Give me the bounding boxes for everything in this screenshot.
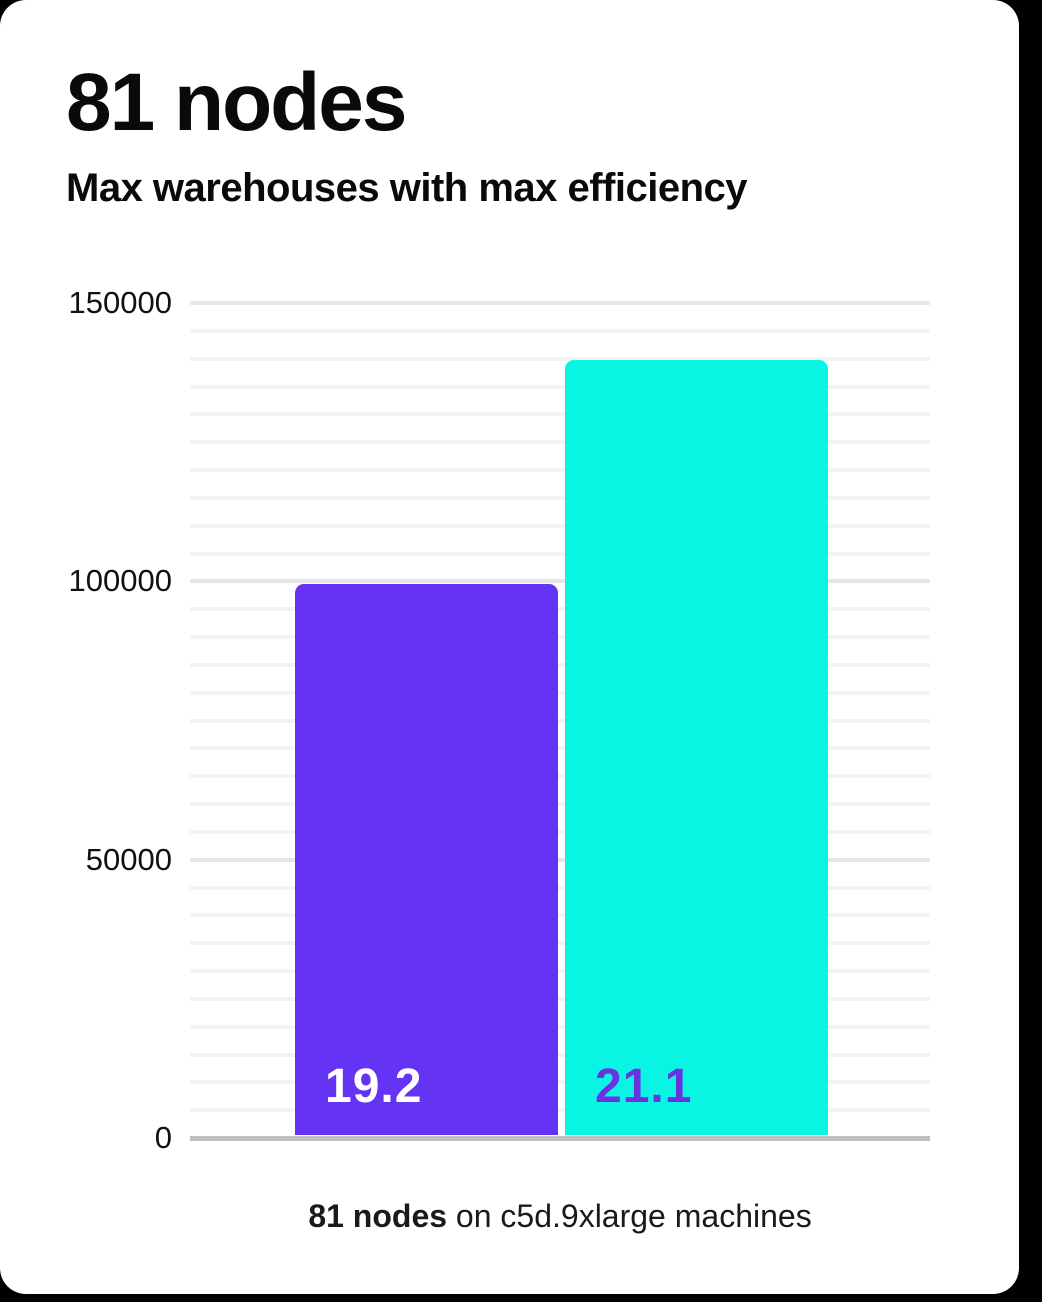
- minor-gridline: [190, 523, 930, 528]
- major-gridline: [190, 857, 930, 862]
- minor-gridline: [190, 356, 930, 361]
- major-gridline: [190, 301, 930, 305]
- minor-gridline: [190, 802, 930, 806]
- minor-gridline: [190, 440, 930, 445]
- minor-gridline: [190, 551, 930, 556]
- y-axis-tick-label: 100000: [68, 563, 172, 599]
- minor-gridline: [190, 1024, 930, 1029]
- minor-gridline: [190, 718, 930, 723]
- bar-value-label: 21.1: [595, 1060, 693, 1113]
- minor-gridline: [190, 941, 930, 946]
- minor-gridline: [190, 1080, 930, 1085]
- minor-gridline: [190, 328, 930, 333]
- minor-gridline: [190, 635, 930, 639]
- major-gridline: [190, 579, 930, 584]
- caption-bold-text: 81 nodes: [308, 1198, 448, 1234]
- minor-gridline: [190, 468, 930, 472]
- minor-gridline: [190, 495, 930, 500]
- bar-chart: 0 50000 100000 150000 19.2 21.1: [68, 285, 930, 1155]
- bar-value-label: 19.2: [325, 1060, 423, 1113]
- minor-gridline: [190, 913, 930, 918]
- minor-gridline: [190, 384, 930, 389]
- chart-card: 81 nodes Max warehouses with max efficie…: [0, 0, 1019, 1294]
- minor-gridline: [190, 690, 930, 695]
- page-title: 81 nodes: [66, 57, 407, 148]
- minor-gridline: [190, 662, 930, 667]
- bar-21.1: 21.1: [565, 360, 828, 1135]
- y-axis-tick-label: 0: [154, 1120, 172, 1155]
- minor-gridline: [190, 774, 930, 779]
- minor-gridline: [190, 996, 930, 1001]
- caption-regular-text: on c5d.9xlarge machines: [447, 1198, 812, 1234]
- minor-gridline: [190, 969, 930, 973]
- y-axis-tick-label: 50000: [85, 841, 172, 877]
- page-subtitle: Max warehouses with max efficiency: [66, 166, 748, 210]
- bar-19.2: 19.2: [295, 584, 558, 1135]
- minor-gridline: [190, 607, 930, 612]
- minor-gridline: [190, 412, 930, 417]
- minor-gridline: [190, 829, 930, 834]
- minor-gridline: [190, 885, 930, 890]
- minor-gridline: [190, 1108, 930, 1113]
- chart-caption: 81 nodes on c5d.9xlarge machines: [190, 1196, 930, 1236]
- minor-gridline: [190, 746, 930, 751]
- minor-gridline: [190, 1052, 930, 1057]
- x-axis-line: [190, 1136, 930, 1141]
- y-axis-tick-label: 150000: [68, 285, 172, 320]
